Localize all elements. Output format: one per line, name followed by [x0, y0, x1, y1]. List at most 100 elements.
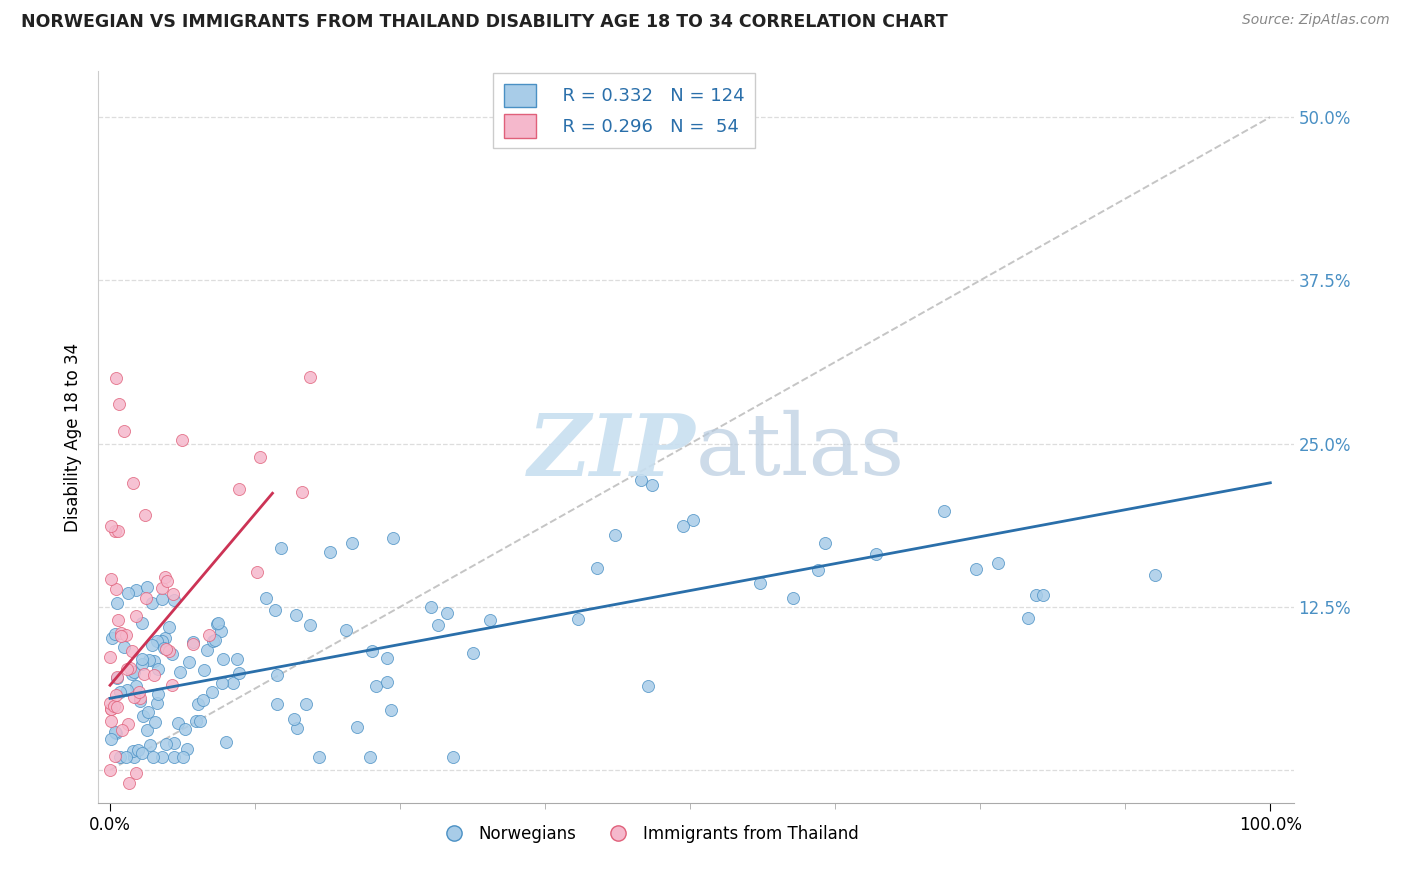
- Point: [100, 519, 122, 533]
- Point: [104, 725, 127, 739]
- Point: [155, 641, 177, 656]
- Point: [107, 524, 129, 538]
- Point: [212, 652, 235, 666]
- Point: [209, 624, 232, 639]
- Point: [121, 644, 143, 658]
- Point: [461, 646, 484, 660]
- Point: [124, 750, 146, 764]
- Point: [141, 638, 163, 652]
- Point: [169, 665, 191, 680]
- Point: [201, 684, 224, 698]
- Text: NORWEGIAN VS IMMIGRANTS FROM THAILAND DISABILITY AGE 18 TO 34 CORRELATION CHART: NORWEGIAN VS IMMIGRANTS FROM THAILAND DI…: [21, 13, 948, 31]
- Point: [266, 668, 288, 682]
- Point: [603, 527, 626, 541]
- Point: [188, 714, 211, 728]
- Point: [672, 519, 695, 533]
- Point: [98, 696, 121, 710]
- Point: [105, 582, 128, 596]
- Point: [228, 482, 250, 496]
- Point: [139, 739, 162, 753]
- Point: [150, 592, 173, 607]
- Point: [104, 749, 127, 764]
- Point: [128, 685, 150, 699]
- Point: [112, 424, 135, 438]
- Point: [121, 667, 143, 681]
- Point: [228, 665, 250, 680]
- Point: [478, 613, 501, 627]
- Point: [335, 623, 357, 637]
- Point: [142, 668, 165, 682]
- Point: [155, 737, 177, 751]
- Point: [100, 572, 122, 586]
- Point: [934, 504, 956, 518]
- Point: [150, 750, 173, 764]
- Point: [630, 473, 652, 487]
- Point: [187, 698, 209, 712]
- Point: [103, 699, 125, 714]
- Point: [107, 670, 129, 684]
- Point: [215, 735, 238, 749]
- Point: [807, 563, 830, 577]
- Point: [172, 750, 194, 764]
- Point: [142, 750, 165, 764]
- Point: [100, 714, 122, 729]
- Point: [110, 625, 132, 640]
- Point: [100, 702, 122, 716]
- Point: [160, 678, 183, 692]
- Point: [131, 657, 153, 672]
- Point: [380, 703, 402, 717]
- Point: [138, 653, 160, 667]
- Point: [342, 535, 364, 549]
- Point: [111, 723, 134, 737]
- Point: [132, 709, 155, 723]
- Point: [131, 615, 153, 630]
- Point: [108, 397, 131, 411]
- Point: [118, 661, 141, 675]
- Point: [346, 720, 368, 734]
- Point: [117, 586, 139, 600]
- Point: [131, 746, 153, 760]
- Point: [136, 581, 159, 595]
- Point: [100, 731, 122, 746]
- Point: [266, 697, 288, 711]
- Point: [375, 650, 398, 665]
- Point: [986, 556, 1008, 570]
- Point: [181, 637, 204, 651]
- Point: [110, 629, 132, 643]
- Point: [193, 663, 215, 677]
- Point: [104, 726, 127, 740]
- Point: [270, 541, 292, 555]
- Point: [125, 608, 148, 623]
- Point: [170, 433, 193, 447]
- Point: [125, 766, 148, 780]
- Point: [567, 612, 589, 626]
- Point: [184, 714, 207, 728]
- Point: [115, 683, 138, 698]
- Point: [124, 582, 146, 597]
- Point: [125, 679, 148, 693]
- Point: [163, 593, 186, 607]
- Point: [98, 649, 121, 664]
- Point: [254, 591, 277, 605]
- Legend: Norwegians, Immigrants from Thailand: Norwegians, Immigrants from Thailand: [430, 818, 866, 849]
- Point: [283, 712, 305, 726]
- Point: [142, 654, 165, 668]
- Point: [163, 736, 186, 750]
- Point: [155, 631, 177, 645]
- Point: [104, 626, 127, 640]
- Point: [104, 688, 127, 702]
- Point: [107, 614, 129, 628]
- Point: [153, 640, 176, 655]
- Point: [108, 685, 131, 699]
- Point: [211, 676, 233, 690]
- Point: [112, 640, 135, 655]
- Point: [156, 574, 179, 589]
- Point: [100, 702, 122, 716]
- Point: [682, 513, 704, 527]
- Point: [364, 679, 387, 693]
- Point: [134, 508, 156, 523]
- Point: [586, 561, 609, 575]
- Point: [117, 662, 139, 676]
- Point: [298, 618, 321, 632]
- Point: [163, 750, 186, 764]
